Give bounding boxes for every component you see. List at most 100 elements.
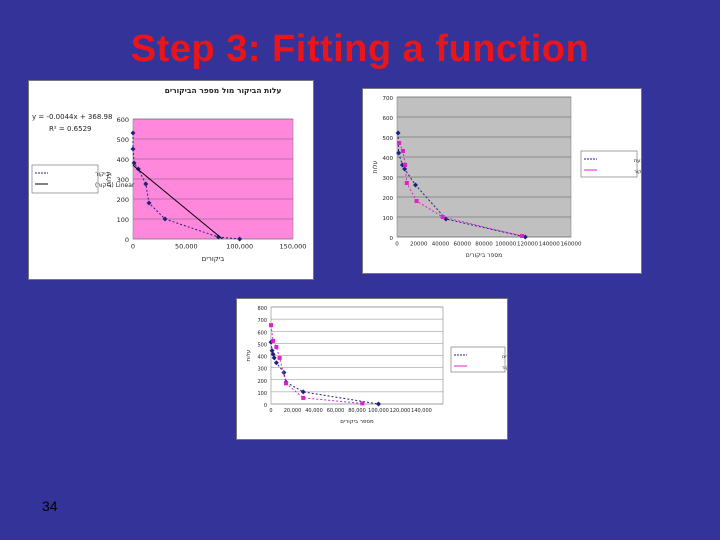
data-point (520, 234, 525, 238)
data-point (146, 200, 152, 206)
x-axis-label: מספר ביקורים (340, 419, 374, 425)
y-tick-label: 0 (264, 403, 267, 409)
x-tick-label: 0 (131, 243, 135, 251)
data-point (274, 345, 279, 350)
x-tick-label: 100,000 (226, 243, 253, 251)
data-point (414, 199, 419, 203)
x-tick-label: 0 (395, 242, 399, 248)
x-tick-label: 150,000 (280, 243, 307, 251)
data-point (412, 182, 418, 188)
y-tick-label: 200 (383, 196, 394, 202)
legend-label: עק ביקור (502, 366, 507, 371)
chart-linear-fit-svg: 0 100 200 300 400 500 600 0 50,000 100,000 150,000… (31, 86, 307, 263)
x-tick-label: 100,000 (368, 408, 389, 414)
y-tick-label: 400 (257, 355, 267, 361)
page-number: 34 (42, 498, 58, 514)
legend-box (450, 346, 506, 373)
x-tick-label: 80000 (475, 242, 493, 248)
chart-linear-fit: 0 100 200 300 400 500 600 0 50,000 100,000 150,000… (28, 80, 314, 280)
y-tick-label: 600 (257, 330, 267, 336)
legend-box (31, 164, 99, 194)
x-tick-label: 140,000 (411, 408, 432, 414)
x-tick-label: 140000 (539, 242, 560, 248)
data-point (131, 160, 137, 166)
chart-power-fit-white-svg: 0 100 200 300 400 500 600 700 800 0 20,000 40,000 60… (245, 306, 529, 425)
data-point (130, 146, 136, 152)
data-point (269, 348, 275, 354)
x-tick-label: 60,000 (327, 408, 345, 414)
data-point (440, 215, 445, 219)
legend-label: מספר ביקורים (502, 355, 507, 360)
data-point (397, 141, 402, 145)
data-point (300, 389, 306, 395)
y-tick-label: 600 (383, 116, 394, 122)
data-point (396, 150, 402, 156)
plot-area (396, 96, 572, 238)
legend-box (580, 150, 638, 178)
chart-title: עלות הביקור מול מספר הביקורים (165, 86, 282, 95)
y-axis-label: עלות (105, 172, 113, 187)
x-tick-label: 60000 (454, 242, 472, 248)
x-tick-label: 120000 (517, 242, 538, 248)
x-tick-label: 80,000 (348, 408, 366, 414)
legend-label: ביקור (95, 171, 110, 178)
x-tick-label: 120,000 (390, 408, 411, 414)
legend-label: Linear (ביקור) (95, 182, 135, 189)
chart-power-fit-gray: 0 100 200 300 400 500 600 700 0 20000 40000 60000 80… (362, 88, 664, 274)
y-tick-label: 300 (117, 176, 129, 184)
x-axis-label: מספר ביקורים (466, 252, 502, 259)
data-point (273, 360, 279, 366)
x-tick-label: 50,000 (175, 243, 198, 251)
y-tick-label: 300 (257, 367, 267, 373)
data-point (130, 130, 136, 136)
y-tick-label: 100 (117, 216, 129, 224)
data-point (271, 355, 277, 361)
data-point (284, 381, 289, 386)
y-tick-label: 700 (257, 318, 267, 324)
x-tick-label: 160000 (561, 242, 582, 248)
x-axis-label: ביקורים (202, 255, 225, 263)
x-tick-label: 40,000 (305, 408, 323, 414)
data-point (404, 181, 409, 185)
y-tick-label: 500 (383, 136, 394, 142)
y-tick-label: 500 (117, 136, 129, 144)
y-tick-label: 400 (117, 156, 129, 164)
data-point (270, 351, 276, 357)
y-tick-label: 100 (383, 216, 394, 222)
legend-label: עלות ממוצעת (634, 158, 641, 164)
data-point (301, 395, 306, 400)
y-tick-label: 600 (117, 116, 129, 124)
y-tick-label: 700 (383, 96, 394, 102)
x-tick-label: 20,000 (284, 408, 302, 414)
x-tick-label: 40000 (432, 242, 450, 248)
y-tick-label: 200 (117, 196, 129, 204)
data-point (522, 234, 528, 240)
x-tick-label: 100000 (495, 242, 516, 248)
y-tick-label: 0 (125, 236, 129, 244)
chart-power-fit-white: 0 100 200 300 400 500 600 700 800 0 20,000 40,000 60… (236, 298, 529, 440)
data-point (395, 130, 401, 136)
y-axis-label: עלות (245, 350, 252, 362)
y-tick-label: 800 (257, 306, 267, 312)
y-tick-label: 400 (383, 156, 394, 162)
data-point (215, 234, 221, 240)
y-tick-label: 100 (257, 391, 267, 397)
r-squared-label: R² = 0.6529 (49, 125, 91, 133)
legend-label: עק ביקור (634, 169, 641, 175)
data-point (281, 369, 287, 375)
chart-power-fit-gray-svg: 0 100 200 300 400 500 600 700 0 20000 40000 60000 80… (372, 96, 664, 259)
y-tick-label: 500 (257, 342, 267, 348)
y-axis-label: עלות (372, 160, 379, 173)
y-tick-label: 300 (383, 176, 394, 182)
trendline-linear (132, 164, 223, 240)
x-tick-label: 20000 (410, 242, 428, 248)
data-point (400, 149, 405, 153)
data-point (271, 338, 276, 343)
trendline-equation: y = -0.0044x + 368.98 (32, 113, 112, 121)
data-point (376, 401, 381, 407)
data-point (143, 181, 149, 187)
y-tick-label: 0 (390, 236, 394, 242)
x-tick-label: 0 (269, 408, 272, 414)
data-point (269, 323, 273, 328)
y-tick-label: 200 (257, 379, 267, 385)
